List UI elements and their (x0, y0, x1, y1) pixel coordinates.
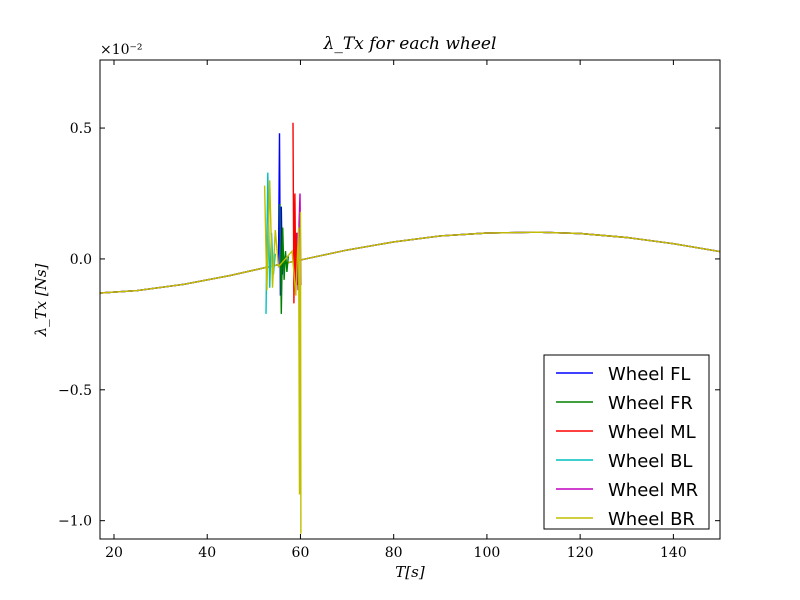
x-tick-label: 40 (198, 545, 216, 561)
series-base-curve (100, 231, 720, 294)
legend-label: Wheel MR (608, 480, 698, 501)
series-lines (100, 122, 720, 534)
legend-label: Wheel BL (608, 451, 692, 472)
legend-label: Wheel FR (608, 393, 693, 414)
legend-label: Wheel BR (608, 509, 695, 530)
x-tick-label: 60 (292, 545, 310, 561)
y-tick-label: 0.0 (70, 252, 92, 268)
legend-label: Wheel FL (608, 364, 690, 385)
plot-frame (99, 59, 721, 540)
x-tick-label: 100 (474, 545, 501, 561)
x-axis-label: T[s] (395, 563, 425, 581)
x-ticks: 20 40 60 80 100 120 140 (105, 60, 687, 561)
legend: Wheel FL Wheel FR Wheel ML Wheel BL Wheel MR… (543, 354, 710, 530)
series-line (263, 180, 302, 534)
y-axis-label: λ_Tx [Ns] (32, 263, 50, 337)
chart-title: λ_Tx for each wheel (323, 34, 497, 54)
x-tick-label: 120 (567, 545, 594, 561)
x-tick-label: 140 (660, 545, 687, 561)
y-tick-label: −1.0 (58, 514, 92, 530)
y-scale-label: ×10⁻² (100, 42, 143, 58)
y-ticks: −1.0 −0.5 0.0 0.5 (58, 121, 720, 530)
legend-box (543, 354, 710, 530)
x-tick-label: 80 (385, 545, 403, 561)
series-line (279, 203, 289, 314)
y-tick-label: 0.5 (70, 121, 92, 137)
x-tick-label: 20 (105, 545, 123, 561)
legend-label: Wheel ML (608, 422, 696, 443)
y-tick-label: −0.5 (58, 383, 92, 399)
